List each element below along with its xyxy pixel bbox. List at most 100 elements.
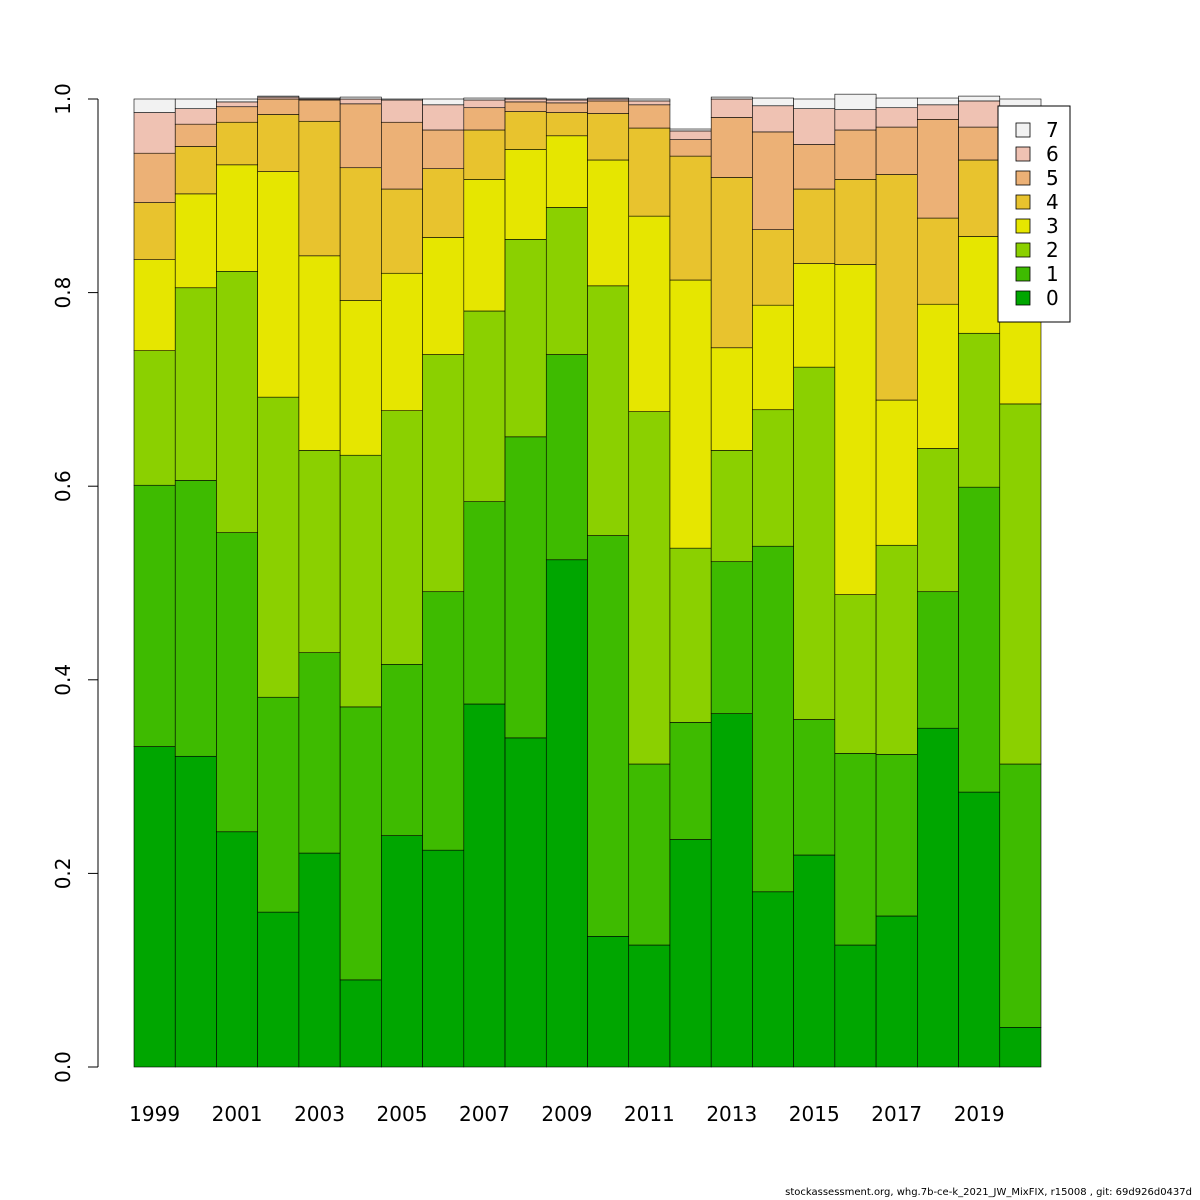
bar-segment-2009-age-3 bbox=[545, 135, 588, 208]
bar-segment-2020-age-2 bbox=[999, 403, 1042, 765]
y-tick-label: 0.8 bbox=[51, 277, 75, 309]
bar-segment-2004-age-7 bbox=[339, 96, 382, 100]
bar-segment-2019-age-5 bbox=[958, 126, 1001, 161]
bar-segment-1999-age-1 bbox=[133, 484, 176, 747]
bar-segment-2015-age-7 bbox=[793, 98, 836, 109]
bar-segment-2016-age-3 bbox=[834, 264, 877, 595]
x-tick-label: 2003 bbox=[294, 1102, 345, 1126]
legend-label-0: 0 bbox=[1046, 286, 1059, 310]
bar-segment-2001-age-7 bbox=[216, 98, 258, 103]
bar-segment-2008-age-0 bbox=[504, 737, 547, 1068]
bar-segment-2006-age-0 bbox=[422, 849, 465, 1068]
x-tick-label: 1999 bbox=[129, 1102, 180, 1126]
y-tick-label: 0.0 bbox=[51, 1051, 75, 1083]
footer-caption: stockassessment.org, whg.7b-ce-k_2021_JW… bbox=[785, 1187, 1192, 1198]
bar-segment-2006-age-6 bbox=[422, 104, 465, 131]
bar-segment-2016-age-0 bbox=[834, 944, 877, 1068]
bar-segment-2011-age-6 bbox=[628, 100, 671, 106]
bar-segment-2010-age-4 bbox=[587, 113, 630, 161]
bar-segment-2015-age-4 bbox=[793, 188, 836, 264]
bar-segment-2012-age-2 bbox=[669, 547, 712, 723]
bar-segment-2012-age-1 bbox=[669, 722, 712, 840]
bar-segment-2000-age-1 bbox=[174, 480, 217, 757]
bar-segment-2011-age-4 bbox=[628, 127, 671, 217]
bar-segment-2020-age-0 bbox=[999, 1027, 1042, 1068]
bar-segment-2019-age-3 bbox=[958, 236, 1001, 334]
bar-segment-2001-age-6 bbox=[216, 101, 258, 108]
bar-segment-2016-age-7 bbox=[834, 93, 877, 110]
bar-segment-2002-age-7 bbox=[257, 95, 300, 98]
x-tick-label: 2017 bbox=[871, 1102, 922, 1126]
bar-segment-2012-age-7 bbox=[669, 128, 712, 132]
bar-segment-2007-age-5 bbox=[463, 107, 506, 131]
legend-swatch-4 bbox=[1015, 194, 1031, 210]
bar-segment-2000-age-6 bbox=[174, 108, 217, 125]
legend-swatch-0 bbox=[1015, 290, 1031, 306]
bar-segment-2016-age-2 bbox=[834, 594, 877, 754]
bar-segment-2005-age-0 bbox=[381, 835, 423, 1068]
bar-segment-2007-age-2 bbox=[463, 310, 506, 502]
bar-segment-2018-age-2 bbox=[917, 448, 959, 593]
bar-segment-2014-age-0 bbox=[752, 891, 794, 1068]
bar-segment-2019-age-6 bbox=[958, 100, 1001, 128]
bar-segment-1999-age-4 bbox=[133, 202, 176, 260]
bar-segment-1999-age-2 bbox=[133, 350, 176, 486]
bar-segment-2011-age-2 bbox=[628, 411, 671, 765]
bar-segment-2018-age-5 bbox=[917, 119, 959, 219]
x-tick-label: 2013 bbox=[706, 1102, 757, 1126]
bar-segment-2004-age-5 bbox=[339, 103, 382, 169]
bar-segment-2003-age-2 bbox=[298, 450, 341, 653]
bar-segment-2019-age-0 bbox=[958, 791, 1001, 1068]
x-tick-label: 2019 bbox=[954, 1102, 1005, 1126]
bar-segment-2005-age-5 bbox=[381, 121, 423, 190]
bar-segment-2018-age-7 bbox=[917, 97, 959, 106]
bar-segment-2014-age-7 bbox=[752, 97, 794, 107]
bar-segment-1999-age-0 bbox=[133, 746, 176, 1068]
bar-segment-2018-age-4 bbox=[917, 217, 959, 305]
bar-segment-2015-age-5 bbox=[793, 144, 836, 190]
y-tick-label: 0.2 bbox=[51, 857, 75, 889]
bar-segment-2014-age-2 bbox=[752, 409, 794, 547]
bar-segment-2017-age-4 bbox=[875, 174, 918, 401]
bar-segment-2020-age-3 bbox=[999, 306, 1042, 405]
bar-segment-2003-age-4 bbox=[298, 120, 341, 257]
bar-segment-2018-age-3 bbox=[917, 303, 959, 449]
bar-segment-2000-age-4 bbox=[174, 146, 217, 195]
bar-segment-2010-age-7 bbox=[587, 97, 630, 100]
bar-segment-2019-age-1 bbox=[958, 486, 1001, 793]
bar-segment-2005-age-1 bbox=[381, 664, 423, 836]
bar-segment-2002-age-3 bbox=[257, 171, 300, 398]
x-tick-label: 2011 bbox=[624, 1102, 675, 1126]
bar-segment-2012-age-0 bbox=[669, 839, 712, 1068]
bar-segment-2015-age-1 bbox=[793, 719, 836, 856]
bar-segment-2011-age-3 bbox=[628, 215, 671, 412]
bar-segment-2002-age-0 bbox=[257, 911, 300, 1068]
bar-segment-2012-age-4 bbox=[669, 155, 712, 281]
bar-segment-2013-age-0 bbox=[710, 713, 753, 1068]
bar-segment-2006-age-2 bbox=[422, 354, 465, 593]
bar-segment-2009-age-1 bbox=[545, 354, 588, 561]
bar-segment-2004-age-3 bbox=[339, 300, 382, 456]
bar-segment-2015-age-2 bbox=[793, 366, 836, 720]
bar-segment-2000-age-2 bbox=[174, 287, 217, 481]
bar-segment-2003-age-0 bbox=[298, 852, 341, 1068]
bar-segment-2015-age-0 bbox=[793, 854, 836, 1068]
bar-segment-2007-age-1 bbox=[463, 501, 506, 705]
bar-segment-2016-age-4 bbox=[834, 179, 877, 265]
legend-swatch-5 bbox=[1015, 170, 1031, 186]
bar-segment-2000-age-3 bbox=[174, 193, 217, 289]
bar-segment-2013-age-4 bbox=[710, 177, 753, 349]
bar-segment-2010-age-1 bbox=[587, 535, 630, 937]
bar-segment-2017-age-5 bbox=[875, 126, 918, 175]
bar-segment-2006-age-3 bbox=[422, 237, 465, 355]
bar-segment-2012-age-3 bbox=[669, 279, 712, 549]
bar-segment-1999-age-3 bbox=[133, 259, 176, 351]
bar-segment-2020-age-1 bbox=[999, 763, 1042, 1028]
bar-segment-2000-age-5 bbox=[174, 123, 217, 147]
x-tick-label: 2005 bbox=[377, 1102, 428, 1126]
legend-label-3: 3 bbox=[1046, 214, 1059, 238]
bar-segment-2016-age-1 bbox=[834, 753, 877, 946]
bar-segment-2001-age-0 bbox=[216, 831, 258, 1068]
bar-segment-2003-age-5 bbox=[298, 99, 341, 122]
